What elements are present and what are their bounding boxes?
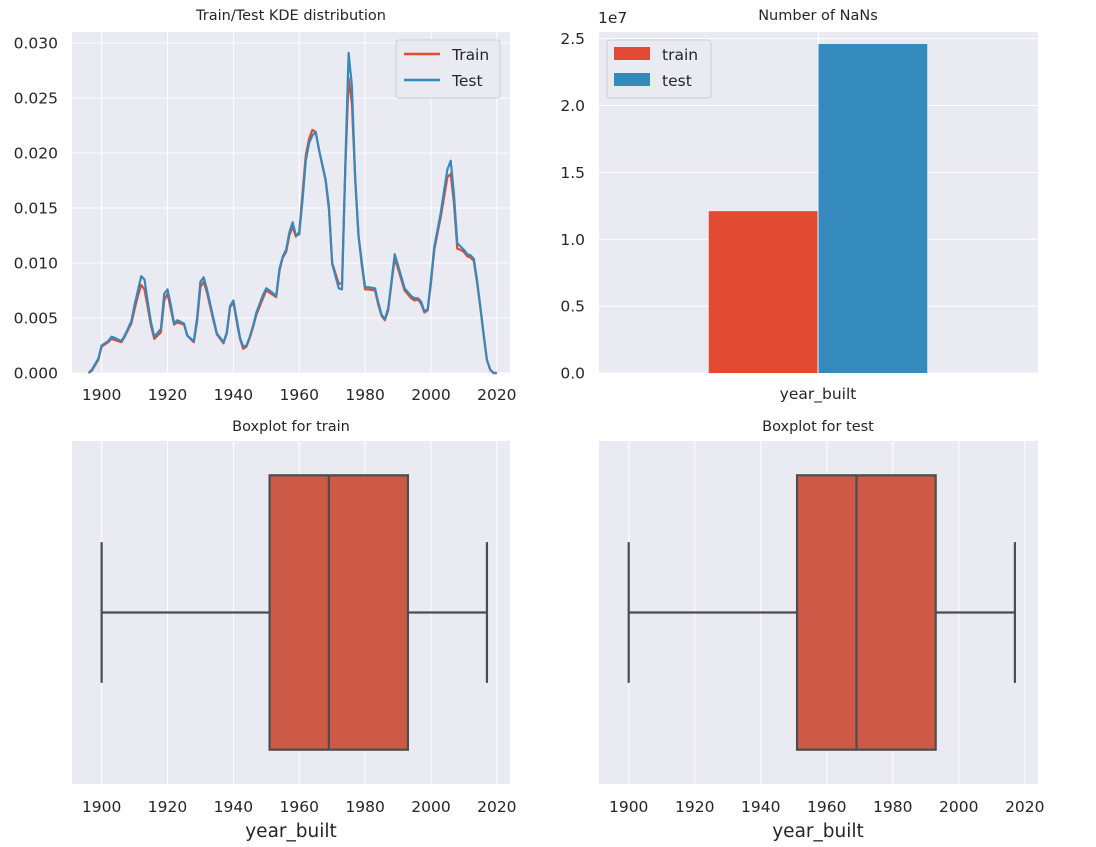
iqr-box [795, 474, 937, 751]
legend-label-train: Train [451, 46, 489, 64]
kde-x-tick: 2020 [477, 386, 516, 404]
nan-y-tick: 0.0 [560, 365, 585, 383]
kde-x-tick: 2000 [411, 386, 450, 404]
box-x-tick: 1900 [609, 798, 648, 816]
box-x-tick: 1960 [807, 798, 846, 816]
nan-y-tick: 2.5 [560, 30, 585, 48]
kde-title: Train/Test KDE distribution [195, 8, 386, 24]
kde-y-tick: 0.020 [14, 145, 58, 163]
box-x-tick: 1940 [214, 798, 253, 816]
kde-lines [87, 51, 497, 375]
kde-x-tick: 1980 [345, 386, 384, 404]
box-test-xlabel: year_built [772, 821, 864, 842]
kde-line-test [87, 51, 497, 375]
nan-y-tick: 1.5 [560, 164, 585, 182]
box-x-tick: 1900 [82, 798, 121, 816]
kde-y-tick: 0.005 [14, 310, 58, 328]
box-test-x-tick-labels: 1900 1920 1940 1960 1980 2000 2020 [609, 798, 1045, 816]
kde-x-tick: 1900 [82, 386, 121, 404]
box-test-panel: 1900 1920 1940 1960 1980 2000 2020 Boxplot for… [599, 419, 1045, 842]
kde-y-tick-labels: 0.000 0.005 0.010 0.015 0.020 0.025 0.030 [14, 35, 58, 383]
nan-panel: 0.0 0.5 1.0 1.5 2.0 2.5 year_built 1e7 Number… [560, 8, 1038, 404]
box-x-tick: 1940 [741, 798, 780, 816]
box-x-tick: 1920 [675, 798, 714, 816]
box-x-tick: 2020 [1005, 798, 1044, 816]
box-x-tick: 2000 [411, 798, 450, 816]
nan-offset-text: 1e7 [598, 9, 627, 27]
kde-x-tick: 1960 [280, 386, 319, 404]
box-test-boxplot [627, 474, 1016, 751]
kde-y-tick: 0.030 [14, 35, 58, 53]
nan-y-tick: 2.0 [560, 97, 585, 115]
kde-y-tick: 0.025 [14, 90, 58, 108]
box-x-tick: 1980 [873, 798, 912, 816]
nan-legend: train test [606, 39, 712, 99]
legend-label-test-bar: test [662, 72, 692, 90]
box-test-title: Boxplot for test [762, 419, 874, 435]
nan-bars [708, 44, 928, 374]
kde-x-tick-labels: 1900 1920 1940 1960 1980 2000 2020 [82, 386, 517, 404]
box-train-boxplot [100, 474, 489, 751]
box-x-tick: 2000 [939, 798, 978, 816]
box-x-tick: 1960 [280, 798, 319, 816]
box-train-title: Boxplot for train [232, 419, 350, 435]
box-train-x-tick-labels: 1900 1920 1940 1960 1980 2000 2020 [82, 798, 517, 816]
kde-y-tick: 0.000 [14, 365, 58, 383]
box-x-tick: 1980 [345, 798, 384, 816]
nan-y-tick: 1.0 [560, 231, 585, 249]
kde-y-tick: 0.015 [14, 200, 58, 218]
kde-legend: Train Test [395, 39, 501, 99]
nan-y-tick: 0.5 [560, 298, 585, 316]
kde-y-tick: 0.010 [14, 255, 58, 273]
kde-x-tick: 1920 [148, 386, 187, 404]
legend-swatch-test-bar [614, 73, 650, 86]
nan-y-tick-labels: 0.0 0.5 1.0 1.5 2.0 2.5 [560, 30, 585, 382]
box-x-tick: 2020 [477, 798, 516, 816]
box-train-panel: 1900 1920 1940 1960 1980 2000 2020 Boxplot for… [72, 419, 517, 842]
nan-title: Number of NaNs [758, 8, 878, 24]
box-x-tick: 1920 [148, 798, 187, 816]
kde-gridlines [72, 32, 510, 374]
legend-swatch-train-bar [614, 47, 650, 60]
nan-bar-train [708, 211, 818, 373]
kde-x-tick: 1940 [214, 386, 253, 404]
box-train-xlabel: year_built [245, 821, 337, 842]
kde-panel: 0.000 0.005 0.010 0.015 0.020 0.025 0.030 1900… [14, 8, 517, 404]
iqr-box [268, 474, 410, 751]
legend-label-test: Test [451, 72, 483, 90]
nan-category-label: year_built [780, 385, 857, 404]
nan-bar-test [818, 44, 928, 374]
legend-label-train-bar: train [662, 46, 698, 64]
